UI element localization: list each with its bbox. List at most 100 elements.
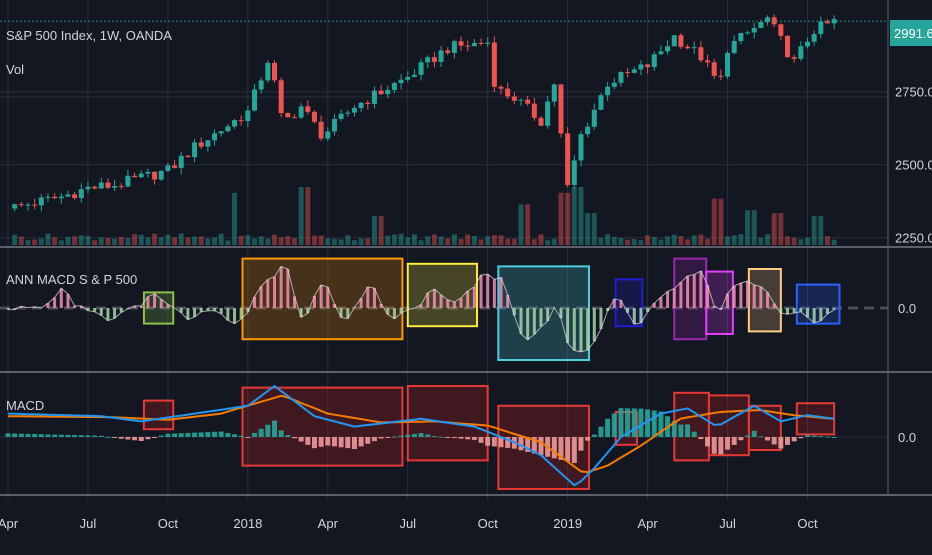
macd-histogram-bar: [731, 437, 737, 445]
macd-histogram-bar: [445, 437, 451, 438]
volume-bar: [485, 236, 491, 245]
candle-body: [631, 69, 637, 73]
macd-histogram-bar: [685, 424, 691, 437]
candle-body: [758, 22, 764, 29]
macd-histogram-bar: [658, 411, 664, 437]
macd-histogram-bar: [831, 437, 837, 438]
volume-bar: [811, 216, 817, 245]
volume-bar: [178, 233, 184, 245]
candle-body: [92, 186, 98, 189]
macd-zero-label: 0.0: [898, 430, 916, 445]
candle-body: [551, 84, 557, 102]
volume-bar: [218, 233, 224, 245]
macd-histogram-bar: [618, 408, 624, 437]
macd-histogram-bar: [751, 430, 757, 437]
volume-bar: [731, 235, 737, 245]
candle-body: [132, 175, 138, 178]
volume-bar: [758, 237, 764, 245]
candle-body: [498, 86, 504, 89]
macd-histogram-bar: [571, 437, 577, 464]
candle-body: [98, 182, 104, 189]
volume-bar: [331, 238, 337, 245]
candle-body: [212, 133, 218, 141]
candle-body: [418, 62, 424, 75]
macd-histogram-bar: [65, 434, 71, 437]
macd-histogram-bar: [5, 433, 11, 437]
y-tick-label: 2750.0: [895, 85, 932, 100]
volume-bar: [345, 235, 351, 245]
macd-histogram-bar: [252, 433, 258, 437]
macd-line: [7, 384, 835, 487]
macd-histogram-bar: [305, 437, 311, 445]
candle-body: [205, 140, 211, 147]
volume-bar: [685, 239, 691, 245]
ann-macd-zero-label: 0.0: [898, 301, 916, 316]
candle-body: [738, 33, 744, 42]
candle-body: [58, 196, 64, 199]
candle-body: [811, 33, 817, 42]
candle-body: [745, 32, 751, 34]
volume-bar: [445, 238, 451, 245]
macd-histogram-bar: [578, 437, 584, 451]
candle-body: [351, 108, 357, 113]
candle-body: [72, 194, 78, 199]
macd-histogram-bar: [398, 435, 404, 437]
candle-body: [65, 194, 71, 197]
candle-body: [245, 110, 251, 122]
candle-body: [285, 113, 291, 118]
ann-macd-layer: [6, 257, 841, 361]
candle-body: [671, 35, 677, 47]
candle-body: [658, 51, 664, 55]
candle-body: [765, 17, 771, 23]
candle-body: [325, 131, 331, 139]
macd-histogram-bar: [98, 435, 104, 437]
candle-body: [45, 196, 51, 198]
candle-body: [105, 182, 111, 188]
macd-histogram-bar: [778, 437, 784, 449]
candle-body: [218, 131, 224, 134]
macd-histogram-bar: [518, 437, 524, 451]
macd-histogram-bar: [331, 437, 337, 447]
candle-body: [665, 46, 671, 52]
volume-bar: [458, 238, 464, 245]
candle-body: [411, 74, 417, 77]
candle-body: [798, 46, 804, 59]
candle-body: [824, 21, 830, 24]
macd-histogram-bar: [418, 432, 424, 437]
candle-body: [431, 57, 437, 62]
volume-bar: [391, 234, 397, 245]
candle-body: [345, 112, 351, 114]
candle-body: [565, 133, 571, 185]
macd-histogram-bar: [758, 436, 764, 438]
candle-body: [705, 60, 711, 63]
volume-bar: [791, 237, 797, 245]
macd-histogram-bar: [478, 437, 484, 443]
volume-bar: [705, 238, 711, 245]
volume-bar: [525, 204, 531, 245]
x-tick-label: Apr: [318, 516, 339, 531]
macd-histogram-bar: [45, 434, 51, 437]
macd-histogram-bar: [425, 434, 431, 437]
volume-bar: [385, 235, 391, 245]
macd-histogram-bar: [298, 437, 304, 442]
macd-histogram-bar: [811, 435, 817, 437]
candle-body: [598, 95, 604, 110]
candle-body: [718, 75, 724, 77]
volume-bar: [438, 236, 444, 245]
candle-body: [12, 204, 18, 209]
candle-body: [192, 142, 198, 158]
candle-body: [698, 47, 704, 61]
volume-bar: [431, 234, 437, 245]
volume-bar: [545, 240, 551, 245]
macd-histogram-bar: [212, 431, 218, 437]
candle-body: [318, 121, 324, 139]
macd-histogram-bar: [285, 434, 291, 437]
candle-body: [831, 18, 837, 24]
candle-body: [331, 118, 337, 132]
macd-histogram-bar: [92, 435, 98, 437]
volume-bar: [165, 234, 171, 245]
candle-body: [258, 80, 264, 90]
candle-body: [538, 117, 544, 126]
